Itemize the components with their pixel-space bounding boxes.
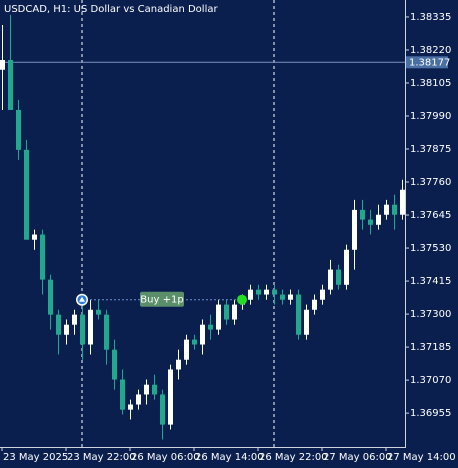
candle-body	[56, 314, 61, 335]
candle-body	[48, 279, 53, 315]
x-tick-label: 26 May 06:00	[131, 452, 200, 463]
candle-body	[104, 314, 109, 350]
candle-body	[272, 289, 277, 295]
candle-body	[64, 324, 69, 335]
candle-body	[128, 404, 133, 410]
candle-body	[352, 209, 357, 250]
y-tick-label: 1.38220	[410, 45, 451, 56]
candle-body	[136, 394, 141, 405]
candle-body	[384, 204, 389, 215]
trade-open-arrow	[79, 296, 85, 302]
candle-body	[336, 269, 341, 285]
x-tick-label: 23 May 22:00	[67, 452, 136, 463]
candle-body	[232, 304, 237, 320]
candle-body	[168, 369, 173, 425]
last-price-label: 1.38177	[409, 57, 450, 68]
candle-body	[184, 339, 189, 360]
candle-body	[320, 289, 325, 300]
trade-label-box	[140, 291, 184, 307]
trade-label: Buy +1p	[140, 295, 183, 306]
candle-body	[264, 289, 269, 295]
x-tick-label: 27 May 14:00	[387, 452, 456, 463]
last-price-box	[406, 56, 448, 69]
x-tick-label: 26 May 22:00	[259, 452, 328, 463]
candle-body	[96, 309, 101, 315]
candle-body	[192, 339, 197, 345]
candle-body	[32, 234, 37, 240]
candle-body	[120, 379, 125, 410]
candle-body	[40, 234, 45, 280]
y-tick-label: 1.38335	[410, 12, 451, 23]
chart-title: USDCAD, H1: US Dollar vs Canadian Dollar	[4, 4, 218, 15]
candle-body	[304, 309, 309, 335]
candle-body	[256, 289, 261, 295]
candle-body	[80, 314, 85, 345]
y-tick-label: 1.37185	[410, 342, 451, 353]
y-tick-label: 1.37760	[410, 177, 451, 188]
candle-body	[360, 209, 365, 220]
candle-body	[208, 324, 213, 330]
candle-body	[296, 294, 301, 335]
candle-body	[176, 359, 181, 370]
candle-body	[248, 289, 253, 300]
x-tick-label: 27 May 06:00	[323, 452, 392, 463]
trade-close-marker	[237, 294, 247, 305]
candle-body	[16, 109, 21, 150]
candle-body	[392, 204, 397, 215]
candle-body	[344, 249, 349, 285]
candle-body	[400, 189, 405, 215]
candle-body	[152, 384, 157, 395]
x-tick-label: 23 May 2025	[3, 452, 68, 463]
candle-body	[24, 149, 29, 240]
x-tick-label: 26 May 14:00	[195, 452, 264, 463]
candle-body	[0, 60, 5, 70]
candle-body	[280, 294, 285, 300]
candle-body	[312, 299, 317, 310]
y-tick-label: 1.36955	[410, 408, 451, 419]
y-tick-label: 1.37530	[410, 243, 451, 254]
candle-body	[8, 60, 13, 110]
candle-body	[216, 304, 221, 330]
candle-body	[72, 314, 77, 325]
y-tick-label: 1.37645	[410, 210, 451, 221]
y-tick-label: 1.37300	[410, 309, 451, 320]
candle-body	[160, 394, 165, 425]
y-tick-label: 1.37990	[410, 111, 451, 122]
candle-body	[112, 349, 117, 380]
candle-body	[224, 304, 229, 320]
candle-body	[144, 384, 149, 395]
candle-body	[368, 219, 373, 225]
y-tick-label: 1.37875	[410, 144, 451, 155]
candle-body	[376, 214, 381, 225]
y-tick-label: 1.37415	[410, 276, 451, 287]
y-tick-label: 1.37070	[410, 375, 451, 386]
candle-body	[328, 269, 333, 290]
candle-body	[88, 309, 93, 345]
candle-body	[200, 324, 205, 345]
y-tick-label: 1.38105	[410, 78, 451, 89]
candle-body	[288, 294, 293, 300]
